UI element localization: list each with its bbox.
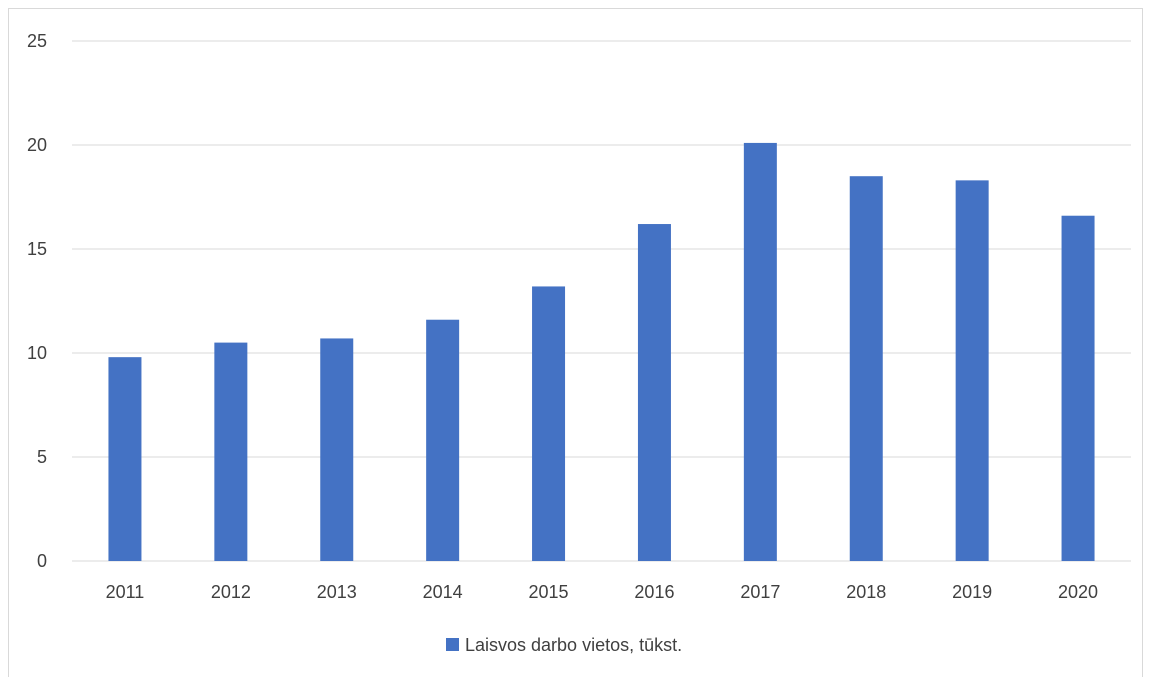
bar-2012 [214, 342, 248, 561]
bar-2011 [108, 357, 142, 561]
x-tick-label: 2012 [211, 582, 251, 602]
x-axis-ticks: 2011 2012 2013 2014 2015 2016 2017 2018 2019 2020 [106, 582, 1098, 602]
y-tick-label: 20 [27, 135, 47, 155]
legend: Laisvos darbo vietos, tūkst. [446, 635, 682, 655]
x-tick-label: 2011 [106, 582, 145, 602]
bar-2013 [320, 338, 354, 561]
x-tick-label: 2014 [423, 582, 463, 602]
legend-label: Laisvos darbo vietos, tūkst. [465, 635, 682, 655]
x-tick-label: 2017 [740, 582, 780, 602]
bar-2017 [743, 142, 777, 562]
bar-2020 [1061, 215, 1095, 561]
gridlines [72, 40, 1131, 562]
x-tick-label: 2018 [846, 582, 886, 602]
y-tick-label: 10 [27, 343, 47, 363]
chart-frame [8, 8, 1143, 677]
x-tick-label: 2019 [952, 582, 992, 602]
x-tick-label: 2013 [317, 582, 357, 602]
legend-swatch [446, 638, 459, 651]
x-tick-label: 2016 [634, 582, 674, 602]
bar-2019 [955, 180, 989, 562]
y-tick-label: 25 [27, 31, 47, 51]
x-tick-label: 2015 [529, 582, 569, 602]
bar-2015 [532, 286, 566, 561]
y-axis-ticks: 0 5 10 15 20 25 [27, 31, 47, 571]
bar-2018 [849, 176, 883, 561]
x-tick-label: 2020 [1058, 582, 1098, 602]
bar-2016 [637, 224, 671, 562]
bar-2014 [426, 319, 460, 561]
y-tick-label: 15 [27, 239, 47, 259]
bars [108, 142, 1095, 562]
y-tick-label: 5 [37, 447, 47, 467]
y-tick-label: 0 [37, 551, 47, 571]
